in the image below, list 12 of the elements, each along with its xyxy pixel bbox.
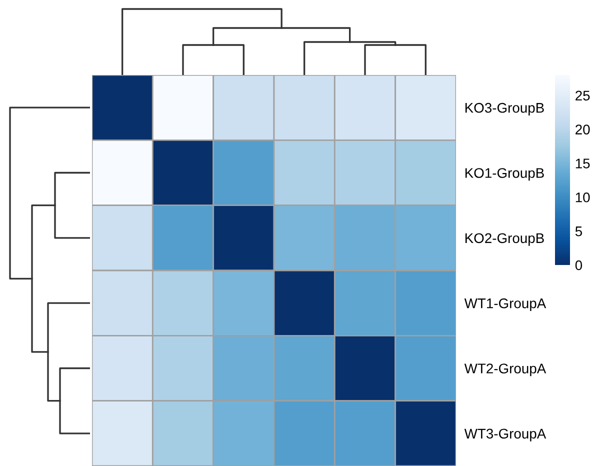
color-bar-label: 10 — [576, 192, 590, 202]
color-bar-label: 20 — [576, 124, 590, 134]
y-tick-label: WT3-GroupA — [464, 428, 546, 442]
color-bar-label: 5 — [575, 226, 582, 236]
y-tick-label: WT2-GroupA — [464, 364, 546, 376]
color-bar-label: 25 — [576, 90, 590, 101]
y-tick-label: WT1-GroupA — [464, 298, 546, 311]
color-bar-label: 0 — [575, 260, 582, 270]
y-tick-label: KO2-GroupB — [465, 233, 544, 246]
color-bar-label: 15 — [576, 158, 590, 168]
y-tick-label: KO3-GroupB — [465, 102, 544, 116]
y-tick-label: KO1-GroupB — [465, 168, 544, 181]
